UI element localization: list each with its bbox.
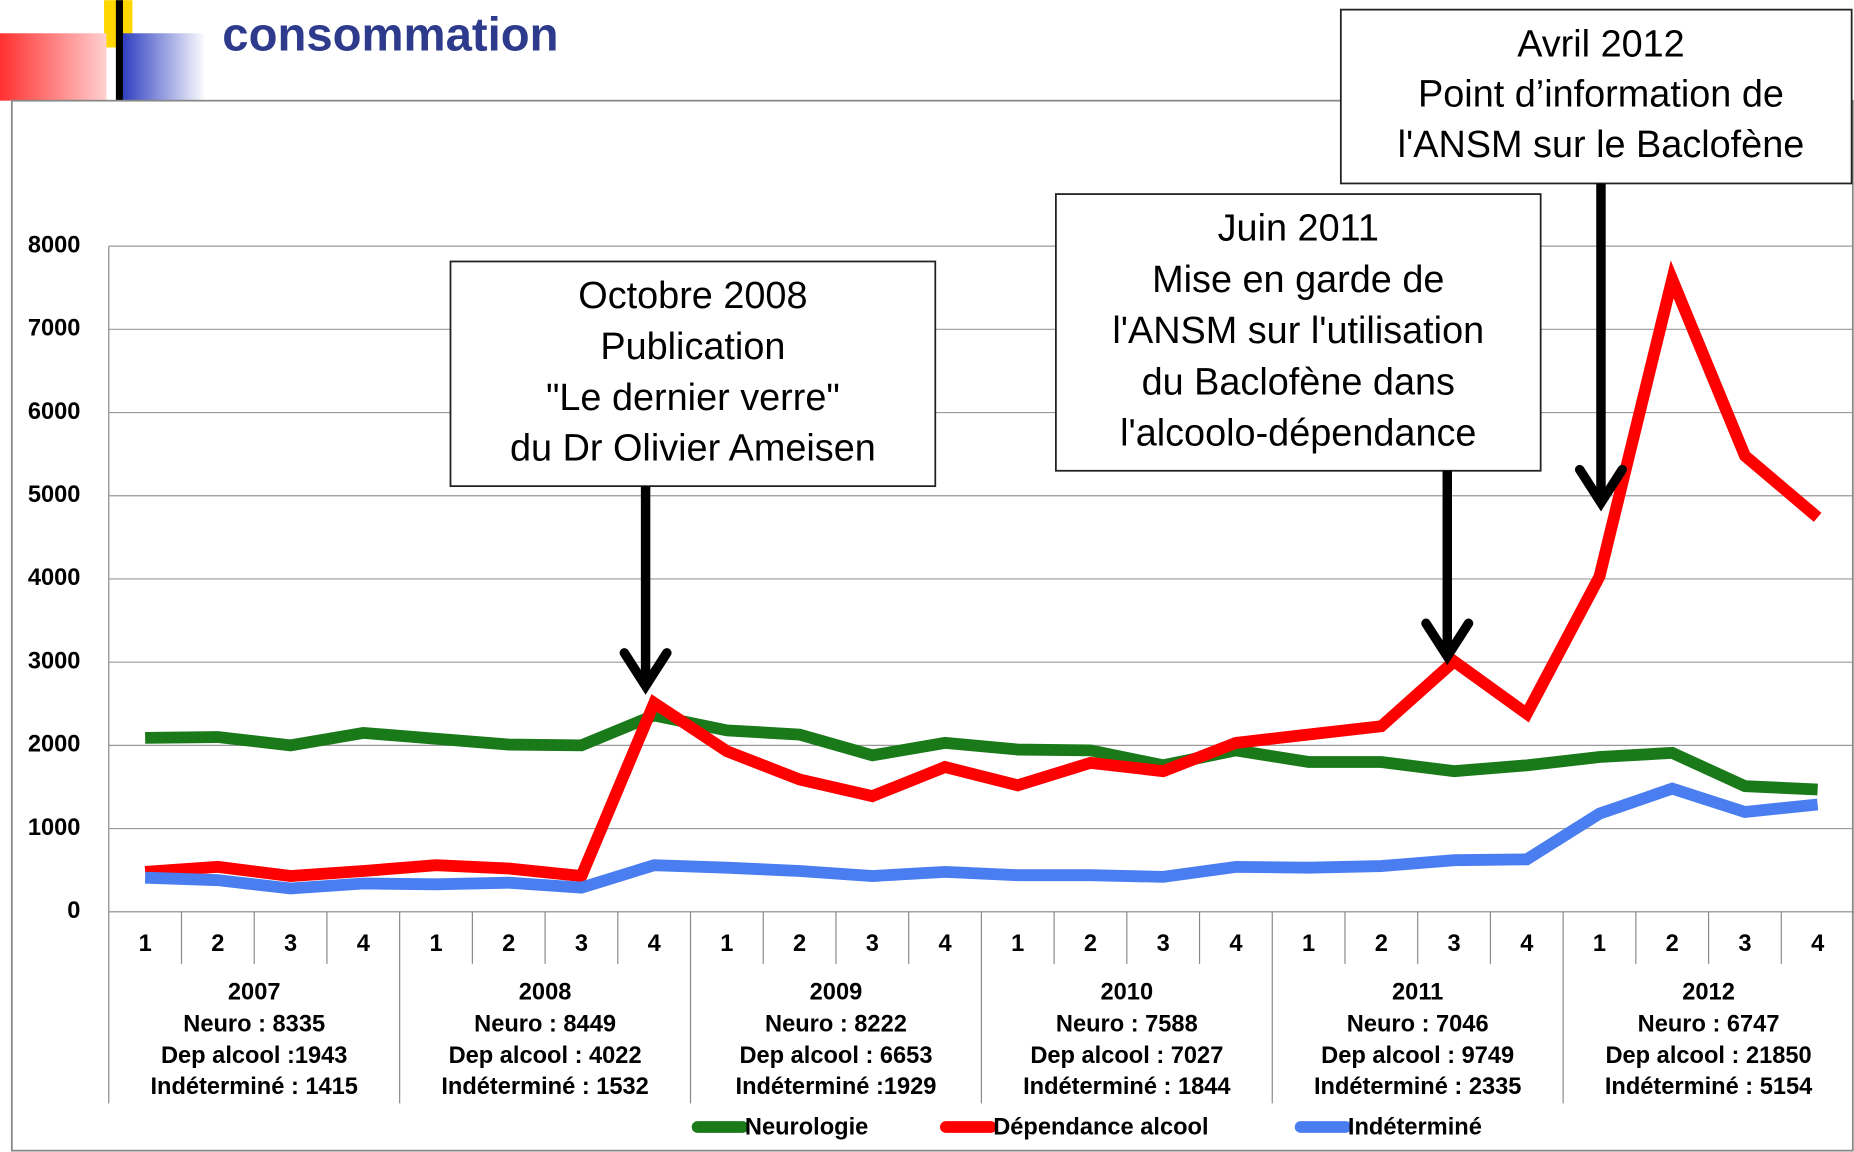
annotation-text: du Baclofène dans	[1142, 361, 1455, 403]
group-detail: Dep alcool : 6653	[739, 1043, 932, 1069]
frame	[10, 99, 1854, 1152]
group-detail: Dep alcool :1943	[161, 1043, 347, 1069]
group-label: 2009	[810, 980, 863, 1006]
group-detail: Neuro : 8222	[765, 1012, 907, 1038]
annotation-text: Publication	[600, 326, 785, 368]
x-tick-label: 1	[1302, 931, 1315, 957]
group-label: 2010	[1101, 980, 1154, 1006]
group-detail: Dep alcool : 7027	[1030, 1043, 1223, 1069]
annotation-text: du Dr Olivier Ameisen	[510, 428, 876, 470]
x-tick-label: 4	[1229, 931, 1243, 957]
y-tick-label: 3000	[28, 648, 81, 674]
y-tick-label: 8000	[28, 232, 81, 258]
x-tick-label: 4	[1811, 931, 1825, 957]
x-tick-label: 3	[1738, 931, 1751, 957]
x-tick-label: 2	[1666, 931, 1679, 957]
group-detail: Dep alcool : 4022	[449, 1043, 642, 1069]
legend-label: Dépendance alcool	[993, 1114, 1208, 1140]
group-detail: Indéterminé :1929	[736, 1074, 937, 1100]
group-detail: Neuro : 8449	[474, 1012, 616, 1038]
group-label: 2012	[1682, 980, 1735, 1006]
y-tick-label: 4000	[28, 565, 81, 591]
group-detail: Indéterminé : 1532	[441, 1074, 648, 1100]
arrow-head	[619, 648, 672, 695]
decor	[115, 0, 123, 101]
annotation-box	[1339, 8, 1853, 185]
legend-label: Indéterminé	[1348, 1114, 1482, 1140]
group-detail: Indéterminé : 2335	[1314, 1074, 1521, 1100]
y-tick-label: 6000	[28, 399, 81, 425]
annotation-text: l'ANSM sur le Baclofène	[1398, 124, 1805, 166]
x-tick-label: 2	[502, 931, 515, 957]
x-tick-label: 1	[139, 931, 152, 957]
annotation-text: Point d’information de	[1418, 74, 1784, 116]
decor	[0, 33, 107, 101]
x-tick-label: 2	[1375, 931, 1388, 957]
group-detail: Indéterminé : 1415	[150, 1074, 357, 1100]
group-label: 2011	[1392, 980, 1443, 1006]
annotation-text: l'alcoolo-dépendance	[1120, 413, 1476, 455]
y-tick-label: 7000	[28, 316, 81, 342]
x-tick-label: 4	[938, 931, 952, 957]
group-detail: Dep alcool : 21850	[1605, 1043, 1811, 1069]
annotation-text: Octobre 2008	[578, 275, 807, 317]
x-tick-label: 4	[1520, 931, 1534, 957]
y-tick-label: 5000	[28, 482, 81, 508]
x-tick-label: 3	[284, 931, 297, 957]
group-label: 2008	[519, 980, 572, 1006]
group-label: 2007	[228, 980, 281, 1006]
y-tick-label: 0	[67, 898, 80, 924]
annotation-text: "Le dernier verre"	[546, 377, 840, 419]
x-tick-label: 1	[720, 931, 733, 957]
title: consommation	[222, 8, 558, 61]
x-tick-label: 1	[1011, 931, 1024, 957]
x-tick-label: 2	[1084, 931, 1097, 957]
annotation-text: Mise en garde de	[1152, 259, 1444, 301]
x-tick-label: 2	[793, 931, 806, 957]
x-tick-label: 2	[211, 931, 224, 957]
x-tick-label: 4	[357, 931, 371, 957]
annotation-box	[449, 260, 937, 488]
legend-label: Neurologie	[745, 1114, 868, 1140]
annotation-text: l'ANSM sur l'utilisation	[1112, 310, 1484, 352]
x-tick-label: 3	[1447, 931, 1460, 957]
annotation-text: Juin 2011	[1218, 208, 1379, 250]
annotation-text: Avril 2012	[1517, 23, 1685, 65]
group-detail: Neuro : 7046	[1347, 1012, 1489, 1038]
group-detail: Neuro : 7588	[1056, 1012, 1198, 1038]
decor	[122, 33, 206, 101]
y-tick-label: 1000	[28, 815, 81, 841]
group-detail: Neuro : 6747	[1638, 1012, 1780, 1038]
x-tick-label: 1	[1593, 931, 1606, 957]
arrow-head	[1421, 618, 1474, 666]
x-tick-label: 3	[575, 931, 588, 957]
group-detail: Indéterminé : 5154	[1605, 1074, 1813, 1100]
group-detail: Indéterminé : 1844	[1023, 1074, 1231, 1100]
annotation-box	[1054, 193, 1542, 472]
series-line	[144, 782, 1819, 895]
x-tick-label: 4	[648, 931, 662, 957]
x-tick-label: 1	[429, 931, 442, 957]
group-detail: Dep alcool : 9749	[1321, 1043, 1514, 1069]
x-tick-label: 3	[866, 931, 879, 957]
y-tick-label: 2000	[28, 732, 81, 758]
series-line	[145, 709, 1818, 796]
x-tick-label: 3	[1157, 931, 1170, 957]
group-detail: Neuro : 8335	[183, 1012, 325, 1038]
arrow-head	[1574, 464, 1627, 512]
series-line	[144, 260, 1822, 883]
